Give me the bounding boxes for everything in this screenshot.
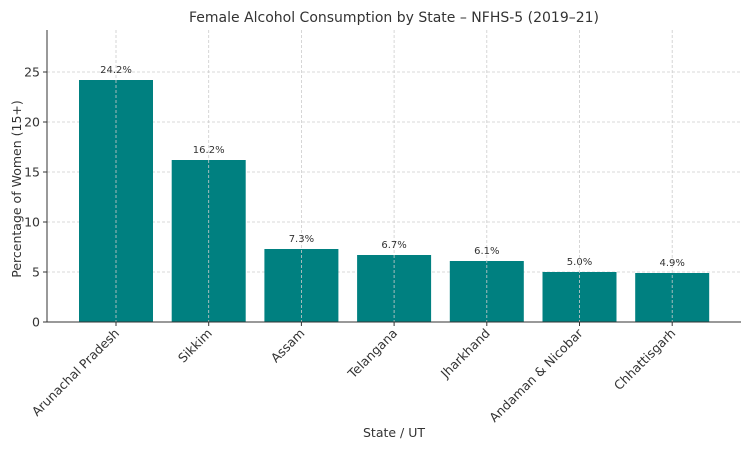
chart-title: Female Alcohol Consumption by State – NF…	[189, 10, 599, 26]
bar-value-label: 6.1%	[474, 246, 499, 257]
y-tick-label: 10	[24, 215, 40, 230]
bar-value-label: 24.2%	[100, 65, 132, 76]
bars	[79, 30, 710, 322]
x-tick-label: Assam	[268, 326, 308, 366]
bar-value-label: 6.7%	[381, 240, 406, 251]
x-tick-label: Chhattisgarh	[611, 326, 679, 394]
x-tick-label: Telangana	[344, 326, 400, 382]
x-axis-label: State / UT	[363, 425, 425, 440]
bar-value-label: 4.9%	[659, 258, 684, 269]
x-tick-label: Sikkim	[175, 326, 215, 366]
y-tick-label: 5	[32, 265, 40, 280]
y-tick-label: 20	[24, 115, 40, 130]
bar-value-label: 7.3%	[289, 234, 314, 245]
x-tick-label: Andaman & Nicobar	[486, 325, 586, 425]
y-tick-label: 0	[32, 315, 40, 330]
x-tick-label: Jharkhand	[437, 326, 493, 382]
data-labels: 24.2% 16.2% 7.3% 6.7% 6.1% 5.0% 4.9%	[100, 65, 685, 269]
x-tick-label: Arunachal Pradesh	[29, 326, 123, 420]
bar-value-label: 5.0%	[567, 257, 592, 268]
y-tick-label: 25	[24, 65, 40, 80]
y-axis-label: Percentage of Women (15+)	[9, 100, 24, 277]
y-tick-label: 15	[24, 165, 40, 180]
bar-value-label: 16.2%	[193, 145, 225, 156]
